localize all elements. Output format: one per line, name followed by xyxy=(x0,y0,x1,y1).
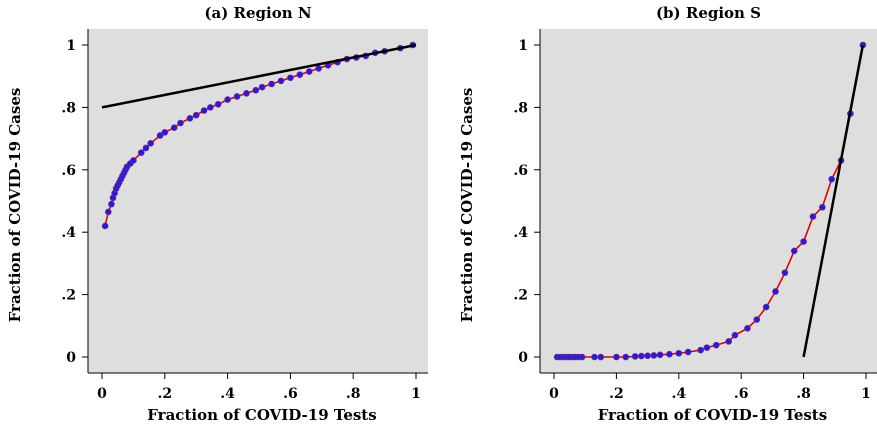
data-point xyxy=(762,303,770,311)
data-point xyxy=(809,213,817,220)
data-point xyxy=(101,222,109,230)
y-tick-label: .4 xyxy=(513,225,528,241)
data-point xyxy=(104,208,112,216)
data-point xyxy=(666,350,673,358)
data-point xyxy=(591,353,598,361)
data-point xyxy=(192,111,200,119)
data-point xyxy=(161,129,169,136)
reference-line xyxy=(101,43,417,109)
data-point xyxy=(287,74,294,82)
x-tick-label: .4 xyxy=(671,386,686,402)
x-axis-label: Fraction of COVID-19 Tests xyxy=(147,406,376,424)
chart-title: (b) Region S xyxy=(656,4,761,22)
x-tick-label: .8 xyxy=(796,386,811,402)
data-point xyxy=(130,157,137,164)
data-point xyxy=(305,68,313,75)
data-point xyxy=(712,341,720,349)
data-point xyxy=(800,238,807,245)
data-point xyxy=(650,352,658,359)
x-tick-label: 0 xyxy=(97,386,107,402)
data-point xyxy=(819,203,826,211)
y-tick-label: .8 xyxy=(61,100,76,116)
y-tick-label: .6 xyxy=(513,163,528,179)
data-point xyxy=(137,149,145,156)
y-tick-label: .6 xyxy=(61,163,76,179)
chart-panel-1: (a) Region N 0 .2 .4 .6 .8 1 0 .2 .4 .6 .8 1 Fraction… xyxy=(6,4,428,424)
y-tick-label: .2 xyxy=(61,288,76,304)
data-point xyxy=(790,247,798,255)
x-tick-label: .6 xyxy=(734,386,749,402)
data-point xyxy=(644,352,651,360)
x-tick-label: .6 xyxy=(283,386,298,402)
x-tick-label: .4 xyxy=(220,386,235,402)
x-tick-label: .2 xyxy=(157,386,172,402)
data-point xyxy=(772,288,779,295)
y-tick-label: .2 xyxy=(513,288,528,304)
data-point xyxy=(613,353,620,361)
data-point xyxy=(268,80,275,88)
y-tick-label: 1 xyxy=(518,38,528,54)
data-point xyxy=(315,65,322,72)
data-point xyxy=(243,90,250,97)
x-tick-label: 0 xyxy=(549,386,559,402)
data-point xyxy=(156,132,164,139)
data-point xyxy=(186,115,194,122)
data-point xyxy=(277,77,285,85)
x-tick-label: .2 xyxy=(609,386,624,402)
x-tick-label: 1 xyxy=(861,386,871,402)
y-tick-label: 0 xyxy=(66,350,76,366)
data-point xyxy=(744,324,751,332)
y-tick-label: .8 xyxy=(513,100,528,116)
data-point xyxy=(258,83,266,91)
data-point xyxy=(147,139,154,147)
chart-panel-2: (b) Region S 0 .2 .4 .6 .8 1 0 .2 .4 .6 .8 1 Fraction… xyxy=(458,4,877,424)
x-tick-label: .8 xyxy=(346,386,361,402)
y-axis-label: Fraction of COVID-19 Cases xyxy=(458,88,476,323)
y-axis-label: Fraction of COVID-19 Cases xyxy=(6,88,24,323)
y-tick-label: 1 xyxy=(66,38,76,54)
data-point xyxy=(252,86,260,94)
data-point xyxy=(781,269,789,277)
data-point xyxy=(142,144,150,152)
plot-area xyxy=(88,29,428,373)
reference-line xyxy=(802,44,865,358)
x-axis-label: Fraction of COVID-19 Tests xyxy=(598,406,827,424)
data-point xyxy=(828,175,835,183)
data-point xyxy=(207,104,214,111)
data-point xyxy=(622,353,630,361)
data-point xyxy=(684,348,692,356)
data-point xyxy=(656,351,664,359)
data-point xyxy=(753,316,761,323)
y-tick-label: .4 xyxy=(61,225,76,241)
chart-title: (a) Region N xyxy=(204,4,311,22)
data-point xyxy=(631,353,639,360)
data-point xyxy=(703,344,711,351)
data-point xyxy=(214,100,222,108)
data-point xyxy=(675,349,683,357)
data-point xyxy=(170,124,178,131)
data-point xyxy=(233,93,241,100)
plot-area xyxy=(540,29,877,373)
data-point xyxy=(725,338,733,345)
x-tick-label: 1 xyxy=(411,386,421,402)
data-point xyxy=(697,346,704,354)
data-point xyxy=(177,119,184,127)
y-tick-label: 0 xyxy=(518,350,528,366)
data-point xyxy=(296,71,304,78)
data-point xyxy=(224,96,231,103)
data-point xyxy=(638,352,645,360)
data-point xyxy=(731,331,739,339)
data-point xyxy=(597,353,605,361)
data-point xyxy=(200,107,208,114)
data-point xyxy=(578,353,586,361)
data-point xyxy=(108,200,115,208)
